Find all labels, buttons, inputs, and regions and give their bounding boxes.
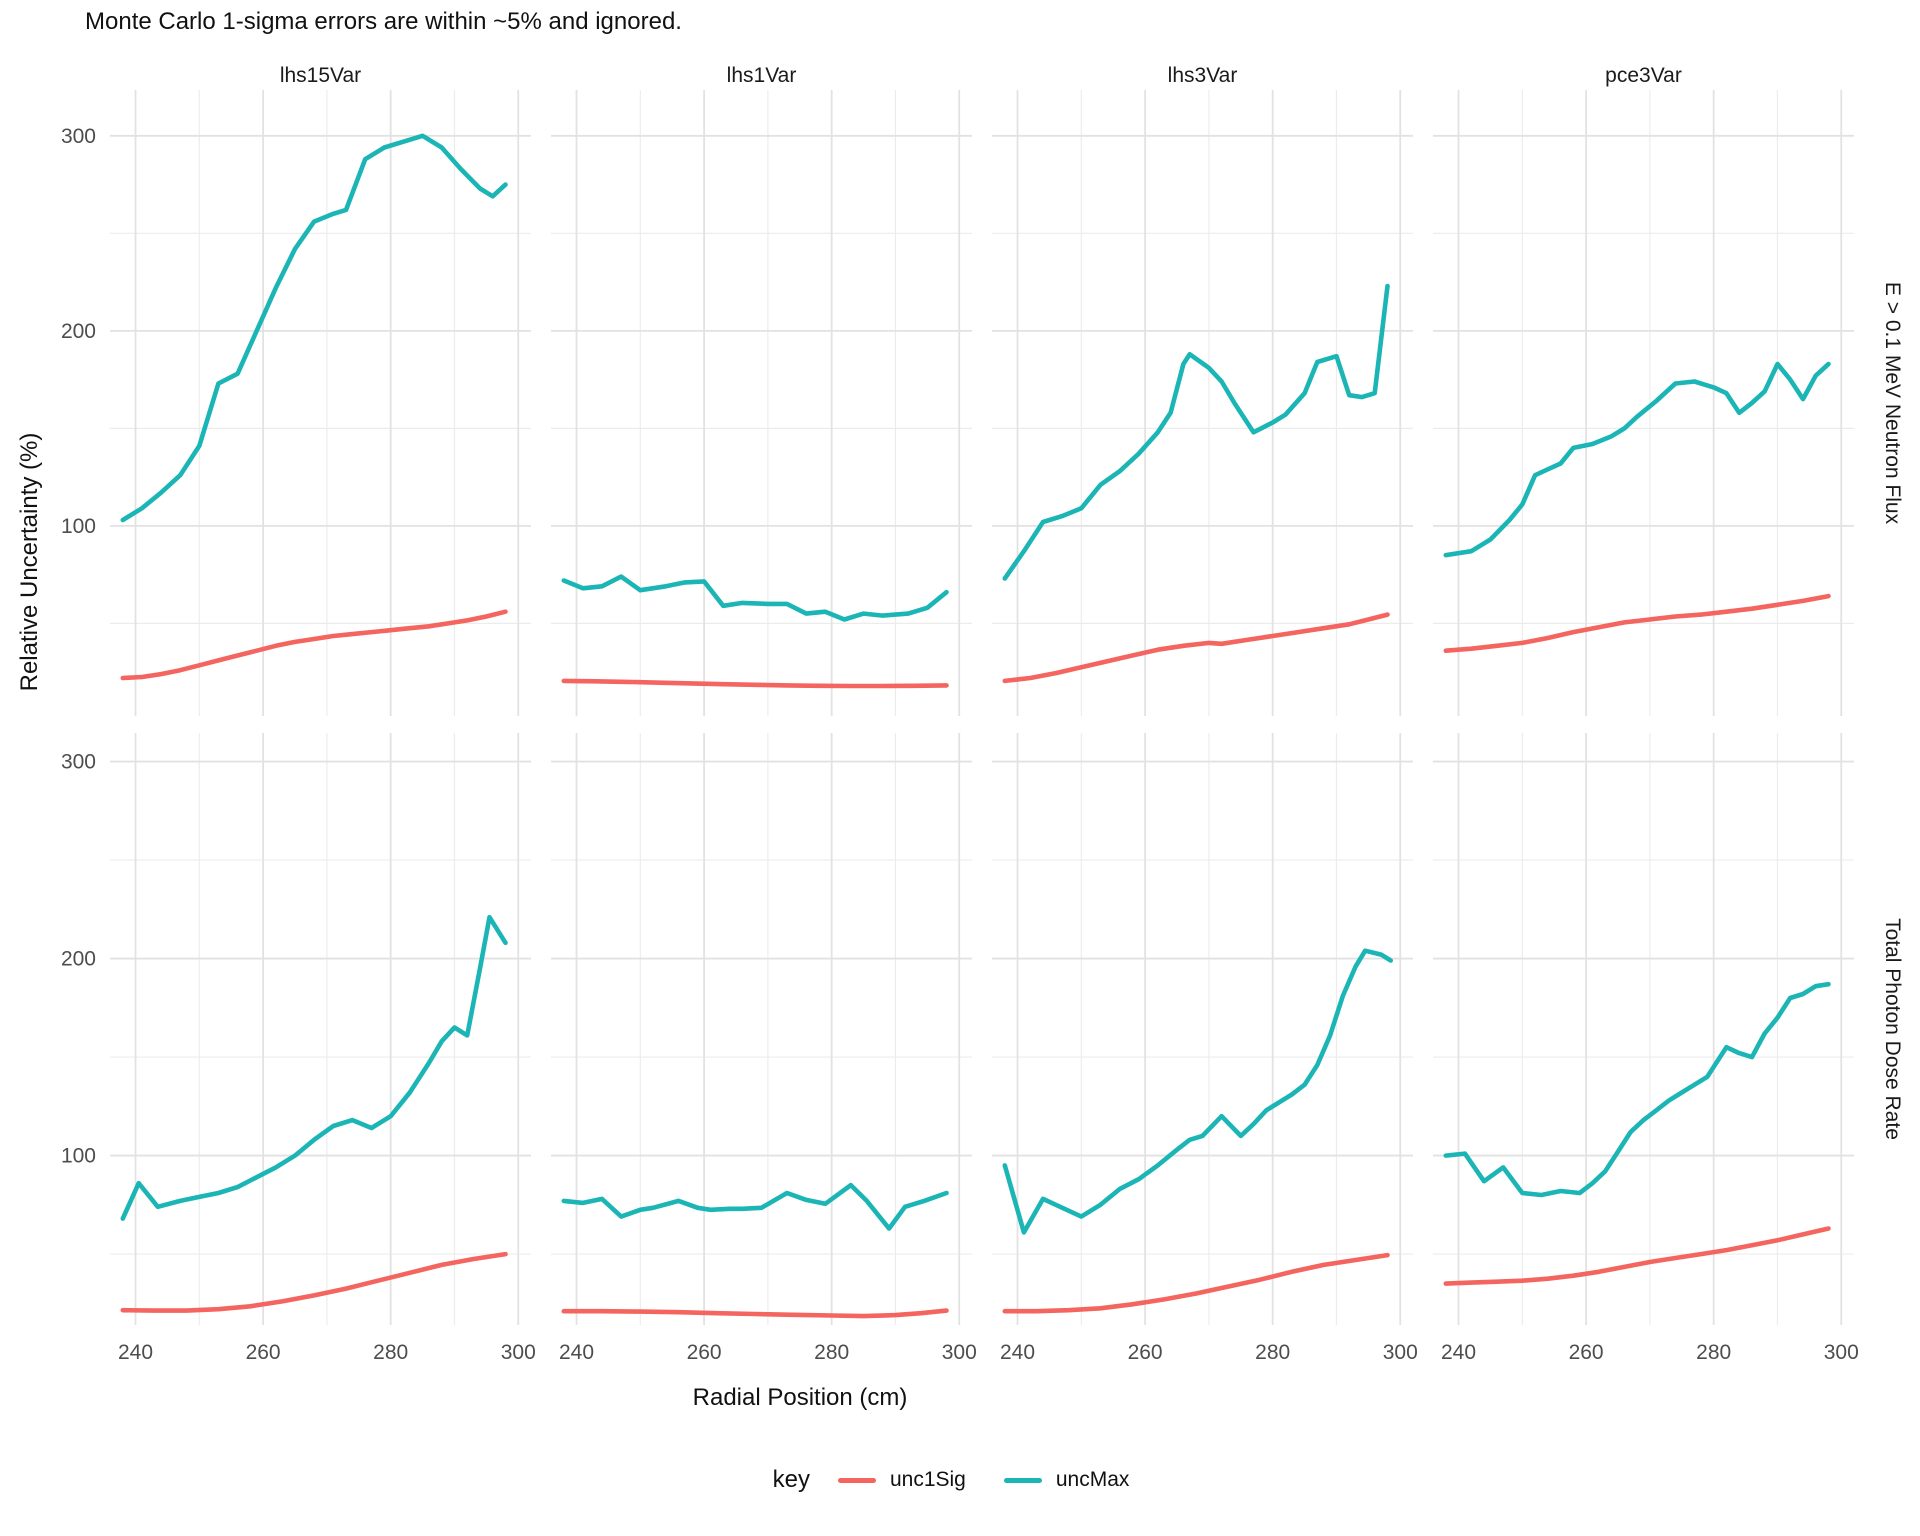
- facet-strip-label-top: pce3Var: [1605, 64, 1682, 87]
- facet-strip-label-top: lhs3Var: [1168, 64, 1238, 87]
- x-axis-tick-label: 240: [118, 1341, 153, 1364]
- x-axis-tick-label: 280: [1696, 1341, 1731, 1364]
- x-axis-tick-label: 260: [1128, 1341, 1163, 1364]
- facet-strip-label-right: Total Photon Dose Rate: [1881, 918, 1904, 1140]
- x-axis-tick-label: 240: [559, 1341, 594, 1364]
- uncmax-line-swatch-icon: [1003, 1477, 1042, 1483]
- x-axis-tick-label: 260: [687, 1341, 722, 1364]
- facet-strip-label-top: lhs15Var: [280, 64, 361, 87]
- y-axis-tick-label: 200: [61, 948, 96, 971]
- series-line-uncMax-lhs3Var: [1002, 948, 1393, 1235]
- series-line-uncMax-lhs15Var: [120, 133, 508, 523]
- series-line-unc1Sig-lhs15Var: [120, 609, 508, 681]
- x-axis-tick-label: 300: [1383, 1341, 1418, 1364]
- series-line-unc1Sig-lhs3Var: [1002, 1252, 1390, 1314]
- legend-label-uncmax: uncMax: [1055, 1468, 1130, 1491]
- series-line-uncMax-lhs1Var: [561, 1182, 949, 1231]
- legend-label-unc1sig: unc1Sig: [889, 1468, 966, 1491]
- series-line-unc1Sig-lhs3Var: [1002, 612, 1390, 684]
- series-line-uncMax-pce3Var: [1443, 361, 1831, 558]
- y-axis-tick-label: 300: [61, 125, 96, 148]
- y-axis-tick-label: 200: [61, 320, 96, 343]
- series-line-uncMax-lhs3Var: [1002, 283, 1390, 581]
- legend: key unc1Sig uncMax: [0, 1466, 1920, 1494]
- x-axis-tick-label: 280: [814, 1341, 849, 1364]
- x-axis-tick-label: 300: [942, 1341, 977, 1364]
- series-line-unc1Sig-lhs15Var: [120, 1251, 508, 1313]
- y-axis-tick-label: 100: [61, 515, 96, 538]
- legend-title: key: [772, 1466, 810, 1493]
- x-axis-title: Radial Position (cm): [692, 1384, 908, 1411]
- series-line-unc1Sig-pce3Var: [1443, 1226, 1831, 1286]
- x-axis-tick-label: 300: [1824, 1341, 1859, 1364]
- series-line-uncMax-lhs1Var: [561, 574, 949, 622]
- facet-strip-label-right: E > 0.1 MeV Neutron Flux: [1881, 282, 1904, 525]
- series-line-unc1Sig-pce3Var: [1443, 593, 1831, 654]
- x-axis-tick-label: 260: [246, 1341, 281, 1364]
- facet-strip-label-top: lhs1Var: [727, 64, 797, 87]
- legend-entry-uncmax: uncMax: [1003, 1468, 1130, 1492]
- unc1sig-line-swatch-icon: [837, 1477, 876, 1483]
- series-line-uncMax-lhs15Var: [120, 914, 508, 1221]
- x-axis-tick-label: 280: [1255, 1341, 1290, 1364]
- y-axis-tick-label: 300: [61, 751, 96, 774]
- x-axis-tick-label: 280: [373, 1341, 408, 1364]
- x-axis-tick-label: 240: [1000, 1341, 1035, 1364]
- legend-entry-unc1sig: unc1Sig: [837, 1468, 966, 1492]
- series-line-uncMax-pce3Var: [1443, 981, 1831, 1198]
- x-axis-tick-label: 300: [501, 1341, 536, 1364]
- y-axis-tick-label: 100: [61, 1145, 96, 1168]
- x-axis-tick-label: 260: [1569, 1341, 1604, 1364]
- x-axis-tick-label: 240: [1441, 1341, 1476, 1364]
- chart-title: Monte Carlo 1-sigma errors are within ~5…: [85, 8, 682, 35]
- series-line-unc1Sig-lhs1Var: [561, 678, 949, 689]
- series-line-unc1Sig-lhs1Var: [561, 1308, 949, 1319]
